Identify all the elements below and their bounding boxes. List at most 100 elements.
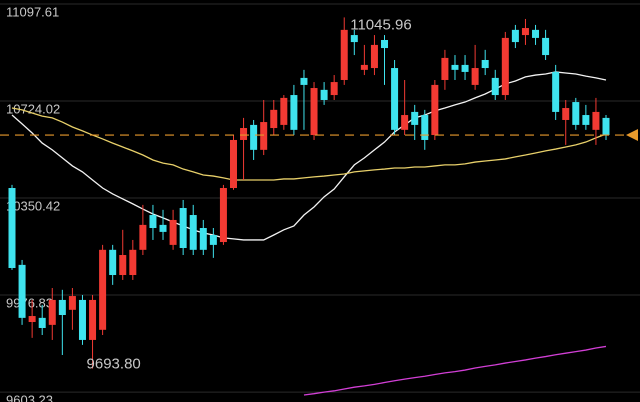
high-annotation: 11045.96 xyxy=(350,16,411,33)
candle xyxy=(370,35,378,76)
candle-body xyxy=(189,215,197,250)
candle-body xyxy=(461,64,469,72)
candle-body xyxy=(320,89,328,100)
candle xyxy=(602,115,610,140)
y-tick-label: 9976.83 xyxy=(6,295,53,310)
candle-body xyxy=(411,111,419,125)
candle xyxy=(320,82,328,105)
candle-body xyxy=(48,299,56,325)
candle xyxy=(119,229,127,280)
candle xyxy=(48,287,56,340)
candle xyxy=(491,69,499,100)
candle-body xyxy=(481,59,489,69)
candle-body xyxy=(501,37,509,96)
candle xyxy=(572,97,580,130)
candle-body xyxy=(431,84,439,136)
candle-body xyxy=(401,115,409,130)
candle-body xyxy=(582,115,590,125)
candle-body xyxy=(8,188,16,268)
y-tick-label: 10724.02 xyxy=(6,101,60,116)
candle xyxy=(592,97,600,145)
candle xyxy=(511,24,519,49)
candle-body xyxy=(340,29,348,80)
candle-body xyxy=(511,29,519,43)
candle xyxy=(109,244,117,285)
candle-body xyxy=(290,95,298,130)
candle-body xyxy=(350,35,358,43)
candle xyxy=(250,119,258,160)
candle xyxy=(401,79,409,136)
candle-body xyxy=(270,109,278,129)
candle xyxy=(99,244,107,335)
candle-body xyxy=(149,215,157,229)
candle-body xyxy=(491,77,499,96)
candle-body xyxy=(169,219,177,245)
candle xyxy=(411,104,419,140)
ma-line xyxy=(11,107,607,181)
candle xyxy=(421,109,429,150)
candle xyxy=(330,75,338,100)
candle xyxy=(391,59,399,136)
candle-body xyxy=(78,299,86,340)
candle xyxy=(139,204,147,256)
candle xyxy=(8,184,16,270)
candle xyxy=(149,204,157,240)
candle xyxy=(582,104,590,130)
candle-body xyxy=(58,299,66,316)
candle-body xyxy=(89,299,97,340)
candle xyxy=(562,99,570,145)
candle xyxy=(159,209,167,240)
y-tick-label: 10350.42 xyxy=(6,198,60,213)
candle-body xyxy=(199,228,207,250)
candle xyxy=(340,17,348,85)
candle-body xyxy=(310,88,318,136)
candle-body xyxy=(119,255,127,276)
candle-body xyxy=(209,235,217,245)
candle-body xyxy=(240,128,248,140)
candle xyxy=(129,239,137,280)
candle xyxy=(300,69,308,130)
candle-body xyxy=(330,82,338,96)
candle xyxy=(78,295,86,345)
candle-body xyxy=(381,39,389,49)
y-tick-label: 9603.23 xyxy=(6,393,53,402)
candle xyxy=(229,135,237,190)
candle-body xyxy=(300,77,308,85)
candle-body xyxy=(129,249,137,276)
candle xyxy=(209,228,217,258)
candle xyxy=(360,44,368,76)
candle-body xyxy=(572,102,580,125)
candle-body xyxy=(99,249,107,330)
candle xyxy=(18,259,26,325)
candle xyxy=(189,204,197,256)
candle-body xyxy=(592,111,600,130)
candle xyxy=(350,29,358,56)
candle xyxy=(58,289,66,355)
y-tick-label: 11097.61 xyxy=(6,4,59,19)
candle-body xyxy=(562,108,570,120)
candle xyxy=(501,31,509,100)
candle-body xyxy=(139,224,147,250)
candle xyxy=(68,287,76,330)
candle xyxy=(521,18,529,45)
candle xyxy=(270,99,278,136)
candle-body xyxy=(159,224,167,232)
candle xyxy=(38,304,46,335)
candle-body xyxy=(370,44,378,69)
candle xyxy=(552,64,560,120)
candle-body xyxy=(38,317,46,328)
candle-body xyxy=(602,117,610,136)
candle-body xyxy=(229,139,237,189)
candle xyxy=(240,117,248,180)
candle xyxy=(89,295,97,369)
candle xyxy=(28,299,36,338)
last-price-marker xyxy=(626,129,638,142)
candle-body xyxy=(260,122,268,150)
candle xyxy=(481,49,489,76)
candle xyxy=(260,99,268,156)
candle xyxy=(441,49,449,90)
candle-body xyxy=(471,68,479,85)
candle-body xyxy=(109,249,117,276)
candle-body xyxy=(250,124,258,150)
candle-body xyxy=(532,29,540,38)
